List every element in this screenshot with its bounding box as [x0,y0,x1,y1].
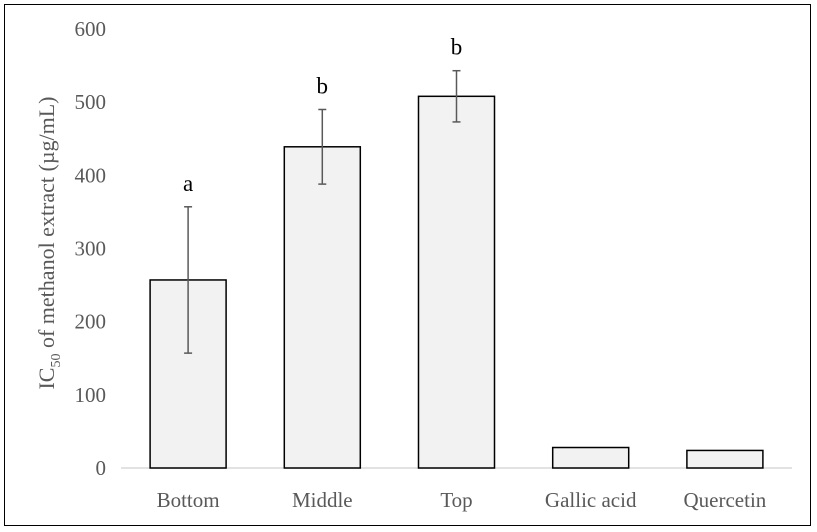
bar [686,449,764,469]
x-axis-ticks: Bottom Middle Top Gallic acid Quercetin [157,488,767,512]
y-tick-label: 400 [75,163,107,187]
y-tick-label: 600 [75,17,107,41]
y-axis-ticks: 0 100 200 300 400 500 600 [75,17,107,480]
y-tick-label: 0 [96,456,107,480]
y-tick-label: 200 [75,310,107,334]
x-tick-label: Quercetin [684,488,767,512]
bar [283,146,362,469]
significance-labels: a b b [183,35,462,196]
error-bars [184,69,461,354]
x-tick-label: Top [440,488,472,512]
bar [417,95,496,469]
significance-label: a [183,171,193,196]
chart-frame [4,4,811,526]
y-tick-label: 300 [75,237,107,261]
bar [551,446,630,469]
x-tick-label: Middle [292,488,353,512]
y-tick-label: 500 [75,90,107,114]
x-tick-label: Bottom [157,488,220,512]
y-axis-title: IC50 of methanol extract (µg/mL) [34,96,64,389]
bars [149,95,764,469]
y-tick-label: 100 [75,383,107,407]
significance-label: b [317,73,329,98]
significance-label: b [451,35,463,60]
x-tick-label: Gallic acid [545,488,637,512]
